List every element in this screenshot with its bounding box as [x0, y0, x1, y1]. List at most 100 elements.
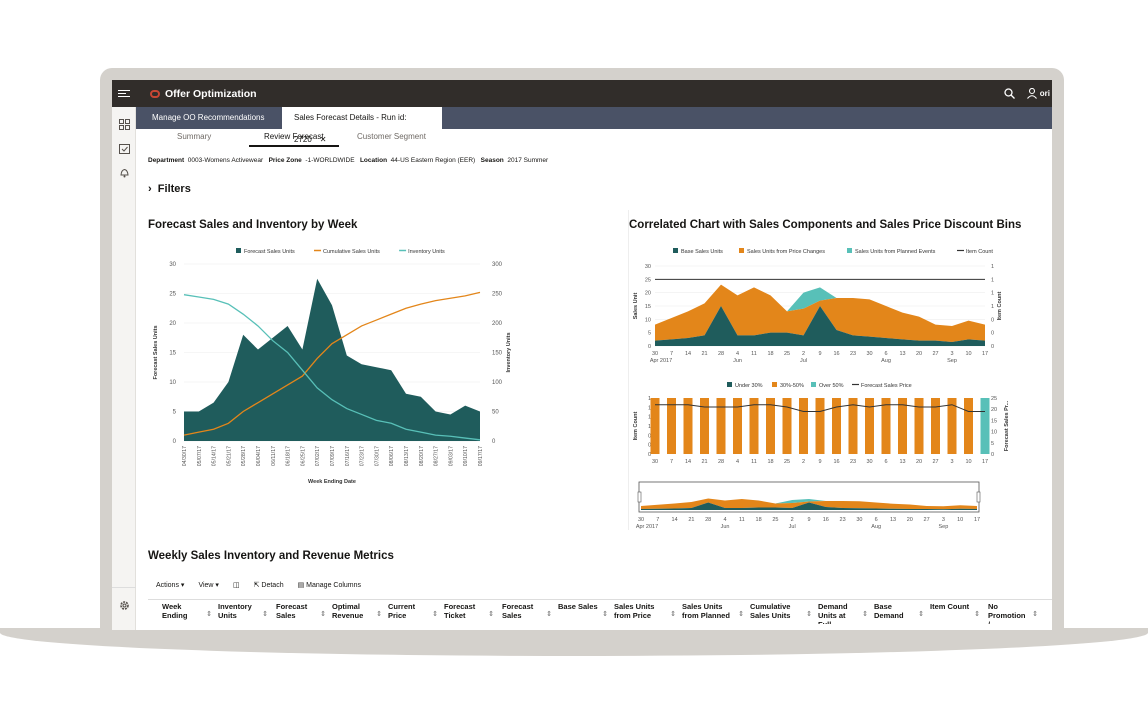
- y-tick-label: 15: [169, 351, 176, 357]
- x-tick-label: 25: [784, 351, 790, 357]
- column-header[interactable]: Sales Units from Planned ⇕: [682, 600, 744, 624]
- sort-icon[interactable]: ⇕: [206, 611, 212, 618]
- y2-tick-label: 300: [492, 262, 503, 268]
- legend-label: Sales Units from Planned Events: [855, 249, 936, 255]
- column-header[interactable]: Cumulative Sales Units ⇕: [750, 600, 812, 624]
- sort-icon[interactable]: ⇕: [918, 611, 924, 618]
- column-header[interactable]: Base Demand ⇕: [874, 600, 924, 624]
- x-tick-label: 25: [772, 517, 778, 523]
- manage-columns-button[interactable]: ▤ Manage Columns: [297, 582, 362, 589]
- x-tick-label: 27: [924, 517, 930, 523]
- x-tick-label: 18: [756, 517, 762, 523]
- x-tick-label: 07/02/17: [315, 446, 321, 466]
- sort-icon[interactable]: ⇕: [1032, 611, 1038, 618]
- column-header-label: Sales Units from Planned: [682, 602, 730, 620]
- inventory-line: [183, 294, 481, 441]
- column-header[interactable]: Sales Units from Price ⇕: [614, 600, 676, 624]
- y2-tick-label: 15: [991, 418, 997, 424]
- navigator-handle-left: [637, 491, 642, 503]
- x-tick-label: 4: [723, 517, 726, 523]
- y2-tick-label: 0: [991, 331, 994, 337]
- sort-icon[interactable]: ⇕: [974, 611, 980, 618]
- view-menu[interactable]: View ▾: [198, 582, 219, 589]
- x-sub-label: Jul: [800, 358, 807, 364]
- bin-bar: [799, 398, 808, 454]
- sort-icon[interactable]: ⇕: [320, 611, 326, 618]
- column-header[interactable]: Inventory Units ⇕: [218, 600, 268, 624]
- x-tick-label: 6: [875, 517, 878, 523]
- legend-swatch: [673, 248, 678, 253]
- y2-tick-label: 1: [991, 291, 994, 297]
- sort-icon[interactable]: ⇕: [806, 611, 812, 618]
- subtab-customer-segment[interactable]: Customer Segment: [357, 132, 426, 141]
- user-name[interactable]: ori: [1039, 89, 1050, 98]
- sort-icon[interactable]: ⇕: [488, 611, 494, 618]
- legend-label: 30%-50%: [780, 383, 804, 389]
- x-tick-label: 4: [736, 459, 739, 465]
- column-header[interactable]: Base Sales ⇕: [558, 600, 608, 624]
- column-header[interactable]: Current Price ⇕: [388, 600, 438, 624]
- actions-menu[interactable]: Actions ▾: [156, 582, 185, 589]
- sort-icon[interactable]: ⇕: [862, 611, 868, 618]
- x-tick-label: 30: [638, 517, 644, 523]
- y-tick-label: 0: [648, 433, 651, 439]
- x-tick-label: 06/25/17: [300, 446, 306, 466]
- x-tick-label: 18: [767, 459, 773, 465]
- column-header[interactable]: Week Ending ⇕: [162, 600, 212, 624]
- y-tick-label: 30: [645, 264, 651, 270]
- user-icon[interactable]: [1026, 88, 1037, 99]
- column-header-label: Item Count: [930, 602, 970, 611]
- x-tick-label: 07/23/17: [360, 446, 366, 466]
- subtab-review-forecast[interactable]: Review Forecast: [249, 132, 339, 147]
- filters-toggle[interactable]: › Filters: [148, 183, 191, 195]
- x-tick-label: 30: [856, 517, 862, 523]
- y-tick-label: 1: [648, 415, 651, 421]
- navigator-area-2: [641, 498, 977, 507]
- bin-bar: [947, 398, 957, 454]
- close-tab-icon[interactable]: ✕: [319, 135, 327, 144]
- top-bar: Offer Optimization ori: [112, 80, 1052, 107]
- sort-icon[interactable]: ⇕: [432, 611, 438, 618]
- column-header[interactable]: No Promotion / ⇕: [988, 600, 1038, 624]
- settings-gear-icon[interactable]: [118, 600, 130, 612]
- y-tick-label: 10: [645, 317, 651, 323]
- menu-icon[interactable]: [118, 90, 130, 97]
- column-header-label: Base Demand: [874, 602, 904, 620]
- sort-icon[interactable]: ⇕: [670, 611, 676, 618]
- legend-swatch: [739, 248, 744, 253]
- sort-icon[interactable]: ⇕: [546, 611, 552, 618]
- y-tick-label: 1: [648, 424, 651, 430]
- dashboard-icon[interactable]: [118, 119, 130, 131]
- table-toolbar: Actions ▾ View ▾ ◫ ⇱ Detach ▤ Manage Col…: [156, 581, 361, 589]
- column-header[interactable]: Item Count ⇕: [930, 600, 980, 624]
- x-tick-label: 10: [965, 351, 971, 357]
- tab-sales-forecast-details[interactable]: Sales Forecast Details - Run id: 2720 ✕: [282, 107, 442, 144]
- column-header[interactable]: Optimal Revenue ⇕: [332, 600, 382, 624]
- sort-icon[interactable]: ⇕: [602, 611, 608, 618]
- x-tick-label: 08/13/17: [404, 446, 410, 466]
- column-header[interactable]: Forecast Sales ⇕: [502, 600, 552, 624]
- sort-icon[interactable]: ⇕: [376, 611, 382, 618]
- x-tick-label: 7: [670, 351, 673, 357]
- sort-icon[interactable]: ⇕: [262, 611, 268, 618]
- table-header: Week Ending ⇕ Inventory Units ⇕ Forecast Sal…: [148, 599, 1052, 630]
- overview-navigator-chart: 30 7 14 21 28 4 11 18 25 2 9 16 23 30 6 13 20 27 3 10 17 Apr …: [636, 481, 981, 530]
- subtab-summary[interactable]: Summary: [177, 132, 212, 141]
- freeze-icon[interactable]: ◫: [232, 582, 240, 589]
- bell-icon[interactable]: [118, 167, 130, 179]
- tasks-icon[interactable]: [118, 143, 130, 155]
- y2-tick-label: 0: [991, 452, 994, 458]
- stack-area-0: [655, 306, 985, 346]
- x-tick-label: 05/21/17: [226, 446, 232, 466]
- column-header[interactable]: Forecast Sales ⇕: [276, 600, 326, 624]
- tab-manage-oo-recommendations[interactable]: Manage OO Recommendations: [152, 113, 265, 122]
- legend-label: Inventory Units: [408, 249, 445, 255]
- column-header[interactable]: Forecast Ticket ⇕: [444, 600, 494, 624]
- y2-tick-label: 10: [991, 430, 997, 436]
- legend-label: Forecast Sales Units: [244, 249, 295, 255]
- search-icon[interactable]: [1004, 88, 1015, 99]
- sort-icon[interactable]: ⇕: [738, 611, 744, 618]
- column-header[interactable]: Demand Units at Full ⇕: [818, 600, 868, 624]
- column-header-label: Inventory Units: [218, 602, 252, 620]
- detach-button[interactable]: ⇱ Detach: [253, 582, 284, 589]
